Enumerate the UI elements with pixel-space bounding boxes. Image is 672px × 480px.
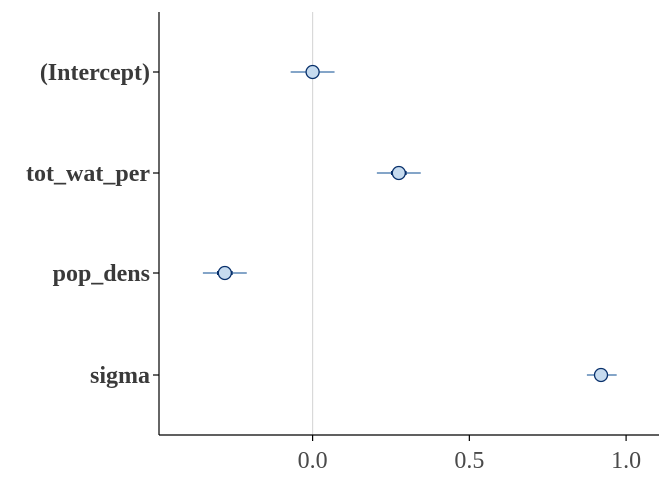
x-tick-label: 1.0 — [611, 448, 641, 474]
interval-marks — [202, 64, 617, 383]
y-tick-label: tot_wat_per — [26, 161, 150, 187]
x-axis-ticks: 0.0 0.5 1.0 — [298, 435, 641, 474]
interval-sigma — [586, 367, 617, 383]
median-point — [391, 165, 406, 181]
y-tick-label: sigma — [90, 363, 150, 389]
y-tick-label: pop_dens — [53, 261, 150, 287]
interval-intercept — [290, 64, 335, 80]
x-tick-label: 0.5 — [454, 448, 484, 474]
interval-tot-wat-per — [376, 165, 421, 181]
x-tick-label: 0.0 — [298, 448, 328, 474]
median-point — [217, 265, 232, 281]
interval-pop-dens — [202, 265, 247, 281]
median-point — [305, 64, 320, 80]
y-tick-label: (Intercept) — [40, 60, 150, 86]
median-point — [593, 367, 609, 383]
